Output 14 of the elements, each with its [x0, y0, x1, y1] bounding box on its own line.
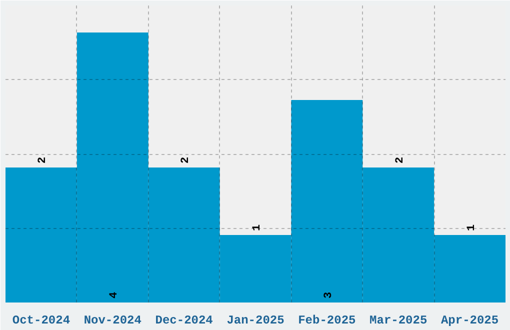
x-tick-label: Nov-2024	[84, 314, 142, 328]
x-tick-label: Feb-2025	[298, 314, 356, 328]
data-label: 2	[394, 156, 406, 164]
data-label: 1	[252, 224, 264, 231]
x-tick-label: Jan-2025	[226, 314, 284, 328]
x-tick-label: Dec-2024	[155, 314, 213, 328]
x-tick-label: Apr-2025	[440, 314, 499, 328]
data-label: 4	[108, 292, 121, 298]
x-tick-label: Oct-2024	[12, 314, 70, 328]
data-label: 1	[466, 224, 478, 231]
data-label: 3	[322, 292, 335, 298]
x-tick-label: Mar-2025	[370, 314, 428, 328]
data-label: 2	[37, 156, 50, 164]
data-label: 2	[180, 156, 192, 164]
